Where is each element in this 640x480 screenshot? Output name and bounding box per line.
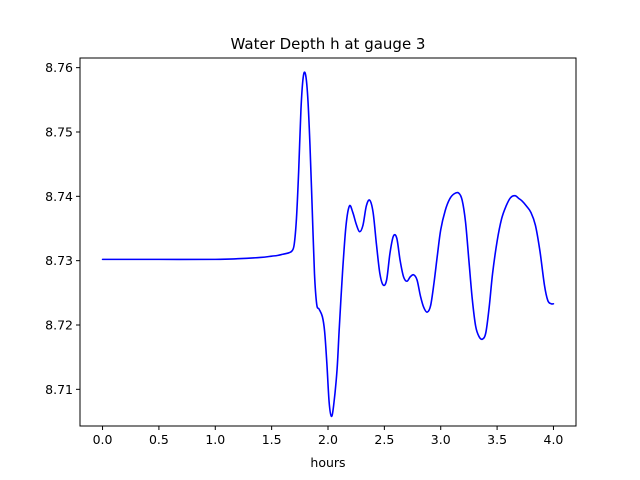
y-tick-label: 8.74 bbox=[45, 189, 73, 204]
y-tick-label: 8.75 bbox=[45, 124, 73, 139]
x-axis-label: hours bbox=[310, 455, 345, 470]
x-tick-label: 4.0 bbox=[544, 432, 564, 447]
x-tick-label: 2.0 bbox=[318, 432, 338, 447]
y-tick-label: 8.72 bbox=[45, 317, 73, 332]
x-tick-label: 3.5 bbox=[487, 432, 507, 447]
x-tick-label: 0.0 bbox=[93, 432, 113, 447]
chart-title: Water Depth h at gauge 3 bbox=[231, 35, 426, 53]
x-tick-label: 1.0 bbox=[205, 432, 225, 447]
y-tick-label: 8.76 bbox=[45, 60, 73, 75]
x-tick-label: 0.5 bbox=[149, 432, 169, 447]
x-tick-label: 3.0 bbox=[431, 432, 451, 447]
x-tick-label: 2.5 bbox=[374, 432, 394, 447]
plot-frame bbox=[79, 57, 577, 427]
series-line bbox=[101, 71, 555, 418]
y-tick-label: 8.71 bbox=[45, 382, 73, 397]
y-tick-label: 8.73 bbox=[45, 253, 73, 268]
x-tick-label: 1.5 bbox=[262, 432, 282, 447]
